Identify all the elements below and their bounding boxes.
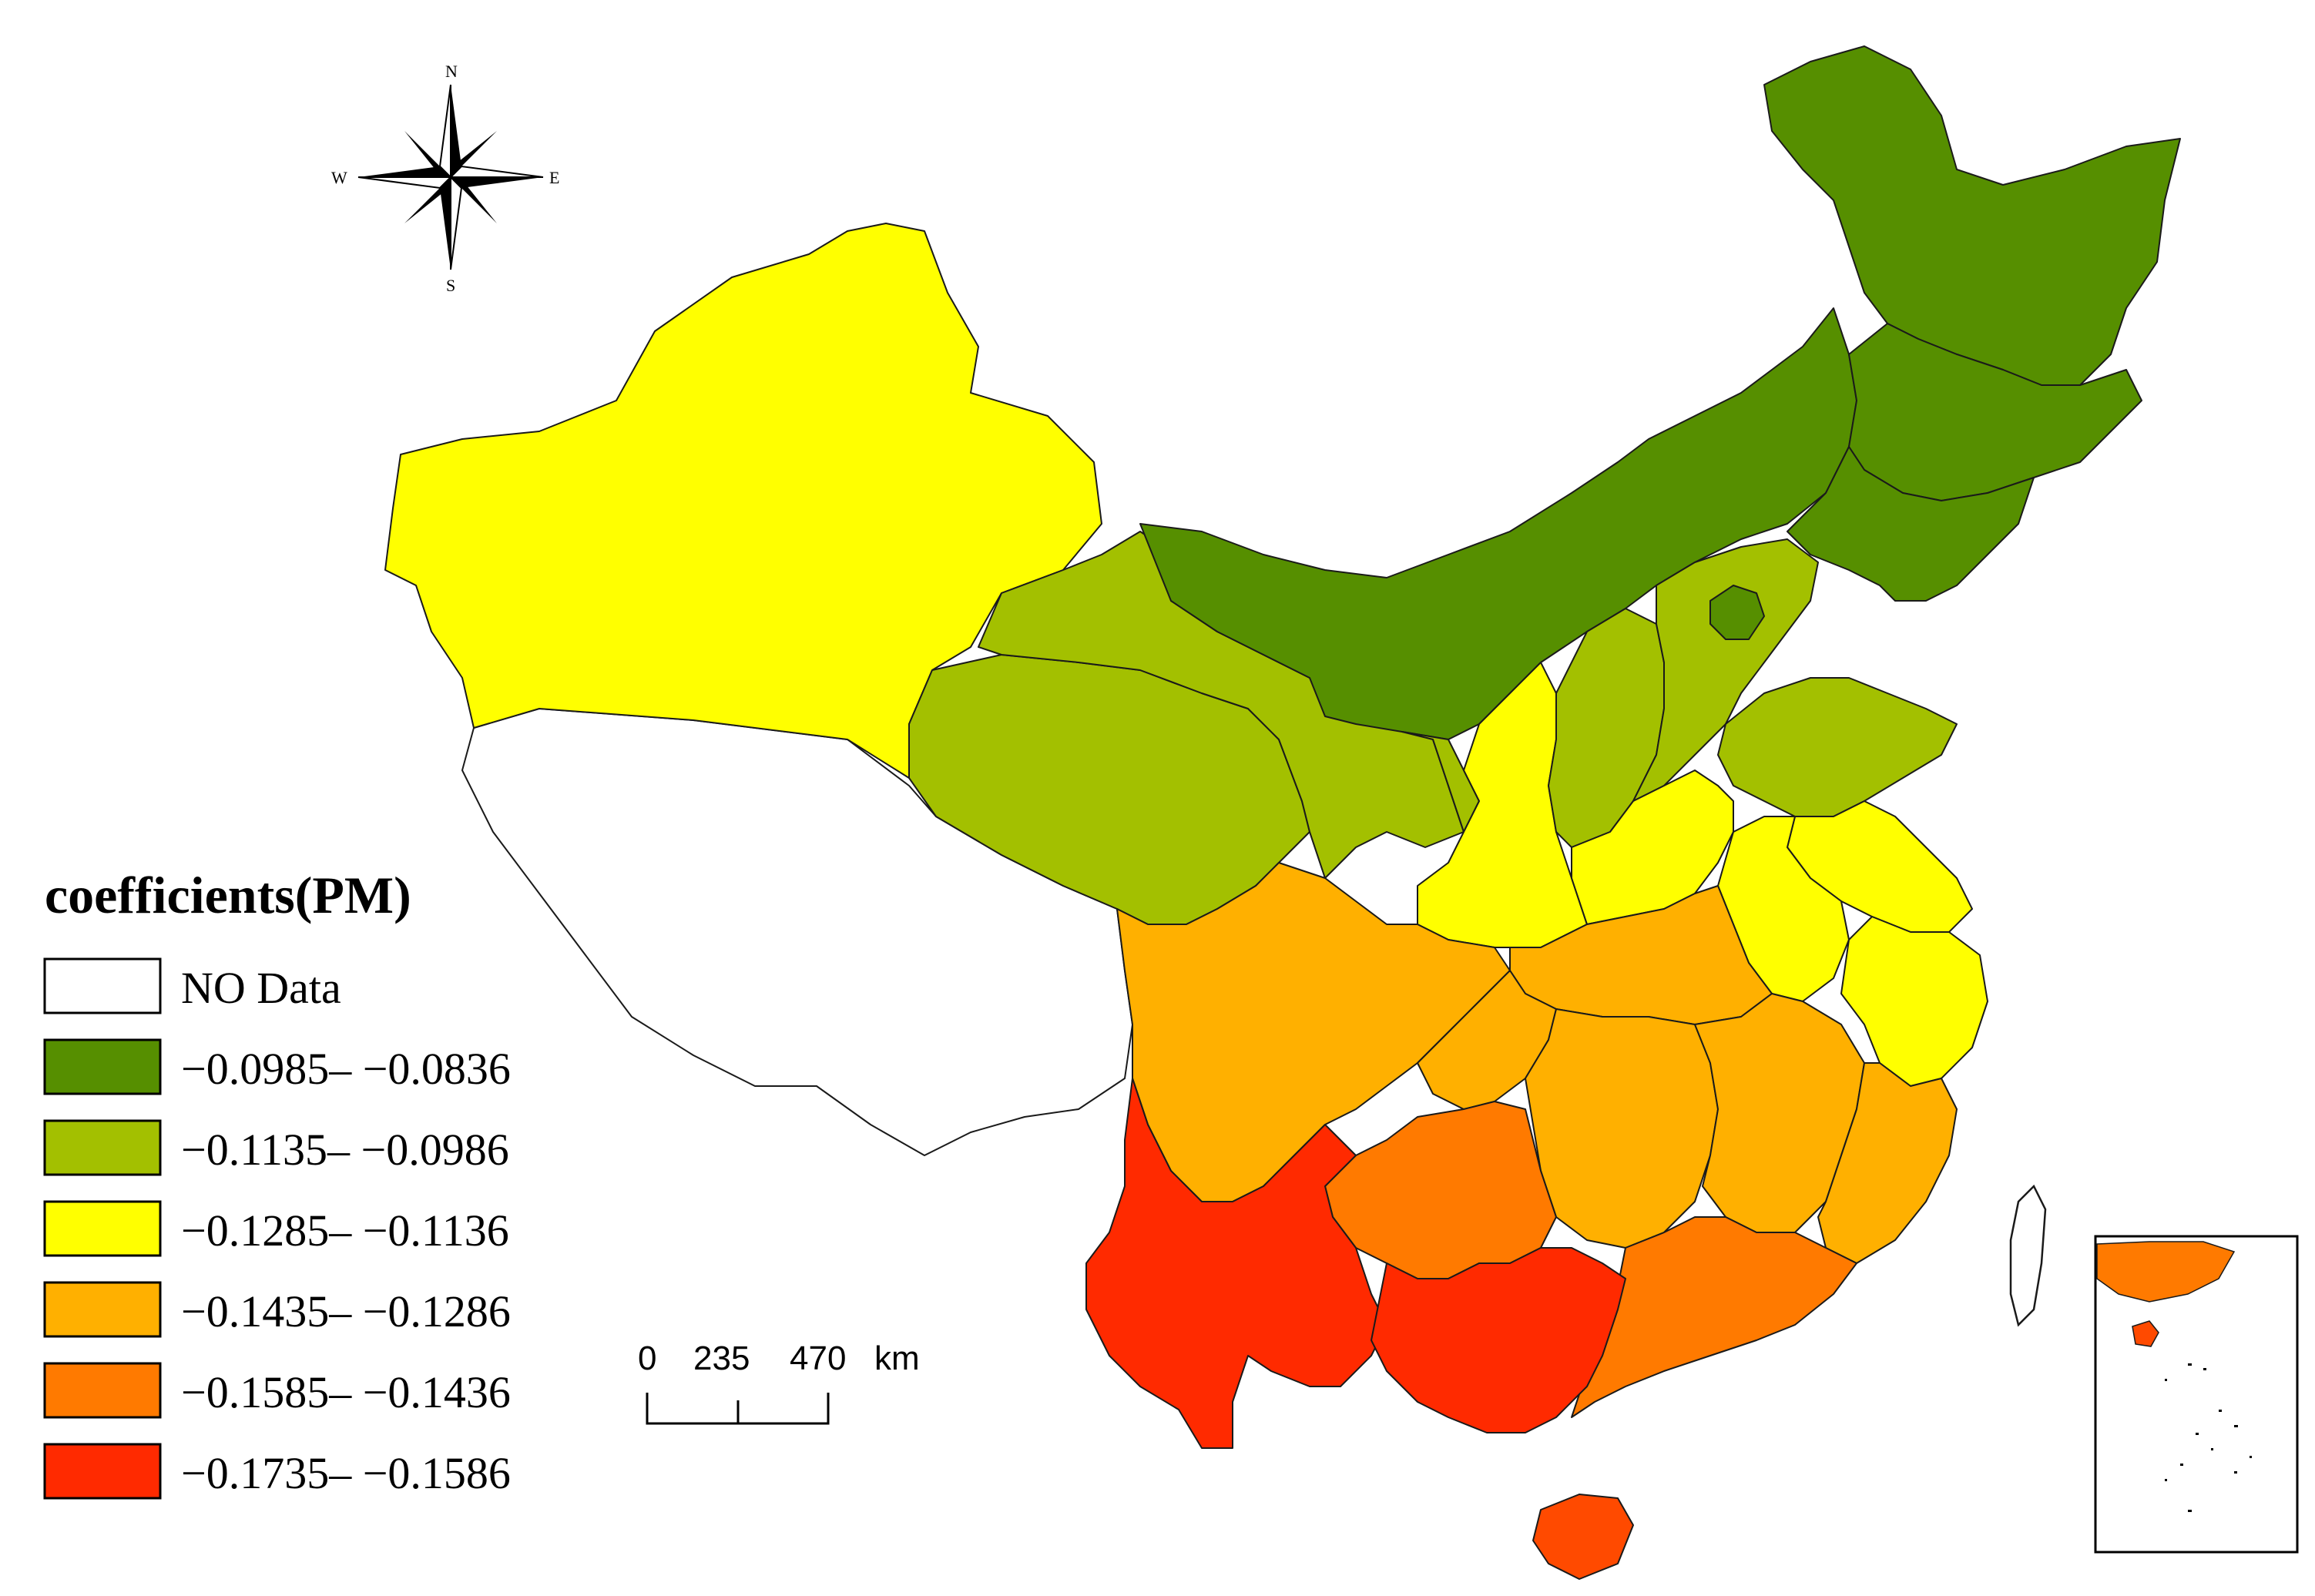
legend-swatch-no-data (43, 957, 162, 1014)
scale-tick-0: 0 (638, 1340, 656, 1377)
legend-label: −0.1735– −0.1586 (181, 1448, 511, 1498)
region-beijing (1709, 585, 1765, 640)
scale-bar: 0 235 470 km (638, 1340, 920, 1425)
compass-north-point (451, 85, 461, 177)
legend-label: −0.1285– −0.1136 (181, 1205, 509, 1256)
legend-item: −0.0985– −0.0836 (43, 1038, 511, 1095)
legend-item: −0.1285– −0.1136 (43, 1200, 509, 1257)
region-taiwan (2009, 1184, 2047, 1327)
compass-east-point (451, 177, 543, 188)
legend-title: coefficients(PM) (45, 866, 411, 924)
legend-label: −0.1585– −0.1436 (181, 1367, 511, 1417)
legend-swatch (43, 1119, 162, 1176)
region-fujian (1817, 1062, 1958, 1264)
compass-rose: N S E W (331, 62, 559, 295)
scale-unit: km (874, 1340, 920, 1377)
legend-item: −0.1435– −0.1286 (43, 1281, 511, 1338)
compass-south-point (440, 177, 451, 270)
scale-bar-line (646, 1393, 830, 1425)
legend-item: −0.1735– −0.1586 (43, 1443, 511, 1500)
region-xinjiang (384, 223, 1102, 779)
compass-n-label: N (445, 62, 458, 81)
compass-west-point (358, 166, 451, 177)
region-guizhou (1324, 1101, 1557, 1279)
compass-e-label: E (549, 168, 559, 187)
south-china-sea-inset (2094, 1235, 2299, 1554)
legend-swatch (43, 1038, 162, 1095)
inset-islands (2165, 1363, 2252, 1512)
compass-w-label: W (331, 168, 347, 187)
region-guangxi (1371, 1247, 1626, 1433)
legend-label: NO Data (181, 963, 341, 1013)
inset-guangdong (2096, 1241, 2236, 1303)
region-hebei (1632, 538, 1819, 802)
inset-hainan (2132, 1320, 2159, 1347)
legend-label: −0.0985– −0.0836 (181, 1044, 511, 1094)
legend-label: −0.1135– −0.0986 (181, 1125, 509, 1175)
region-zhejiang (1840, 916, 1988, 1087)
legend-swatch (43, 1362, 162, 1419)
legend-swatch (43, 1443, 162, 1500)
legend-item: −0.1585– −0.1436 (43, 1362, 511, 1419)
region-liaoning (1787, 446, 2035, 602)
legend-swatch (43, 1200, 162, 1257)
province-layer (384, 45, 2181, 1580)
region-yunnan (1085, 1078, 1387, 1449)
scale-tick-235: 235 (693, 1340, 750, 1377)
legend-label: −0.1435– −0.1286 (181, 1286, 511, 1336)
region-tibet (461, 708, 1133, 1156)
region-heilongjiang (1763, 45, 2181, 386)
legend-item: −0.1135– −0.0986 (43, 1119, 509, 1176)
legend: coefficients(PM) NO Data −0.0985– −0.083… (43, 866, 511, 1500)
legend-swatch (43, 1281, 162, 1338)
legend-item: NO Data (43, 957, 341, 1014)
compass-s-label: S (446, 276, 455, 295)
region-hainan (1532, 1494, 1634, 1580)
scale-tick-470: 470 (790, 1340, 846, 1377)
region-shandong (1717, 677, 1958, 817)
